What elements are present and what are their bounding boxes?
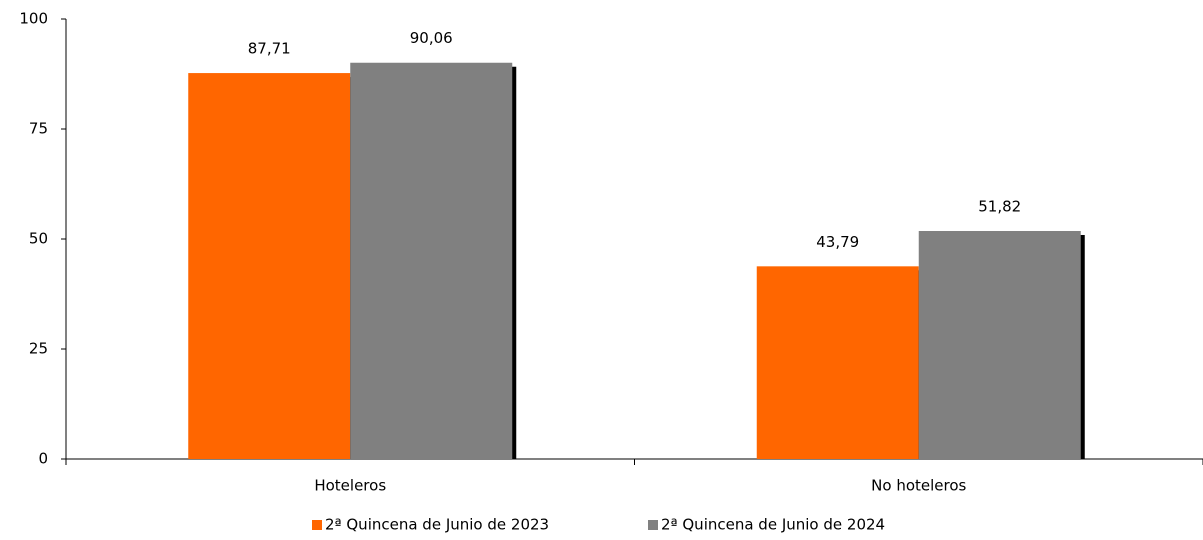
bar xyxy=(350,62,513,460)
value-label: 43,79 xyxy=(816,233,859,251)
y-tick-label: 50 xyxy=(29,230,48,248)
x-tick-label: Hoteleros xyxy=(314,477,386,495)
value-label: 90,06 xyxy=(410,29,453,47)
legend-swatch xyxy=(648,520,658,530)
bar xyxy=(918,230,1081,459)
y-tick-label: 75 xyxy=(29,120,48,138)
y-tick-label: 25 xyxy=(29,340,48,358)
legend-label: 2ª Quincena de Junio de 2024 xyxy=(661,516,885,534)
bar xyxy=(756,266,919,459)
bar xyxy=(188,73,351,460)
x-tick-label: No hoteleros xyxy=(871,477,966,495)
legend-swatch xyxy=(312,520,322,530)
value-label: 87,71 xyxy=(248,40,291,58)
y-tick-label: 100 xyxy=(19,10,48,28)
value-label: 51,82 xyxy=(978,197,1021,215)
legend-label: 2ª Quincena de Junio de 2023 xyxy=(325,516,549,534)
y-tick-label: 0 xyxy=(38,450,48,468)
